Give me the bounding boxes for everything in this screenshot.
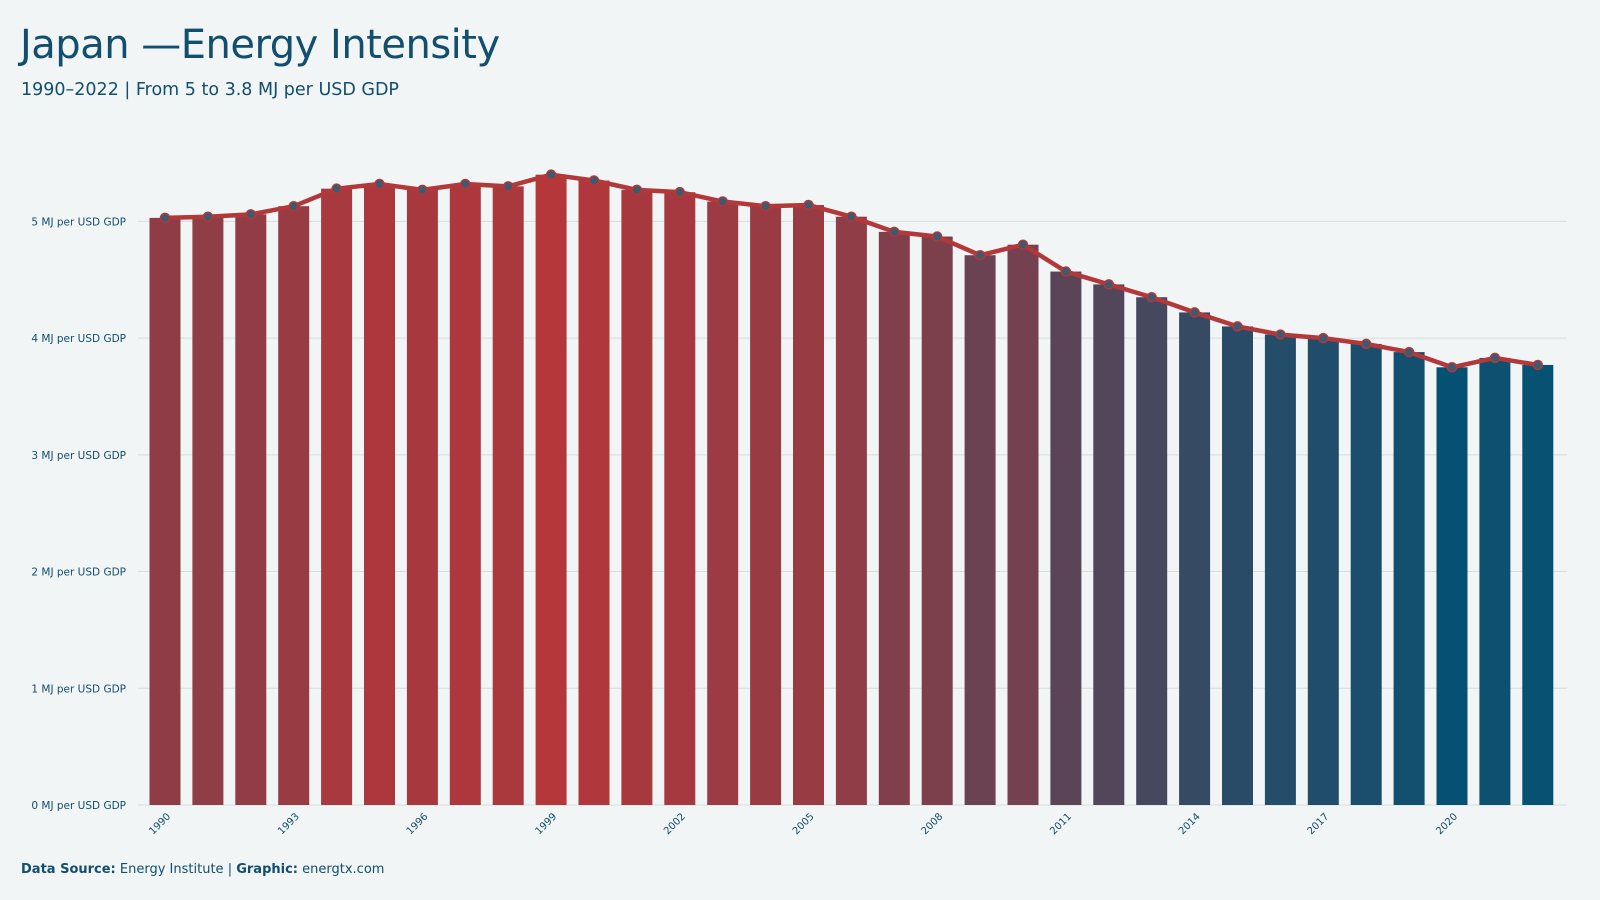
x-axis-ticks: 1990 1993 1996 1999 2002 2005 2008 2011 2014 2017… — [147, 811, 1460, 837]
data-point — [674, 186, 686, 198]
bar — [1136, 297, 1168, 805]
data-point — [1275, 329, 1286, 340]
x-tick-label: 2005 — [791, 811, 817, 837]
data-point — [245, 209, 257, 220]
data-point — [1060, 266, 1072, 277]
bar — [750, 206, 782, 805]
y-tick-label: 1 MJ per USD GDP — [31, 683, 126, 695]
data-point — [846, 211, 857, 222]
bar — [1179, 312, 1211, 805]
data-point — [545, 169, 557, 180]
y-tick-label: 0 MJ per USD GDP — [31, 800, 126, 812]
graphic-label: Graphic: — [236, 862, 298, 877]
data-point — [1446, 362, 1458, 373]
bar — [921, 236, 953, 805]
data-point — [803, 199, 814, 211]
footer-separator: | — [227, 862, 233, 877]
bar — [278, 206, 310, 805]
bar — [406, 189, 438, 805]
bar — [321, 188, 353, 805]
x-tick-label: 1990 — [147, 811, 173, 837]
bar — [192, 216, 224, 805]
bars — [149, 174, 1554, 806]
data-point — [1103, 279, 1115, 290]
bar — [1522, 364, 1554, 805]
x-tick-label: 2014 — [1177, 811, 1203, 837]
y-tick-label: 3 MJ per USD GDP — [31, 450, 126, 462]
data-point — [1318, 332, 1329, 344]
x-tick-label: 1993 — [276, 811, 302, 837]
bar — [793, 205, 824, 805]
x-tick-label: 1999 — [533, 811, 559, 837]
x-tick-label: 2011 — [1048, 811, 1074, 837]
data-point — [502, 181, 514, 192]
bar — [1393, 352, 1425, 805]
bar — [707, 201, 739, 805]
bar — [1050, 271, 1082, 805]
bar — [1093, 284, 1125, 805]
data-point — [1232, 321, 1243, 332]
data-point — [159, 212, 171, 224]
x-tick-label: 2017 — [1306, 811, 1332, 837]
bar — [578, 180, 610, 805]
graphic-value: energtx.com — [302, 862, 385, 877]
bar — [1307, 338, 1339, 805]
data-point — [1360, 338, 1372, 350]
data-point — [202, 211, 214, 222]
bar — [1479, 357, 1511, 805]
bar — [964, 255, 996, 805]
bar — [1007, 244, 1039, 805]
bar — [1222, 326, 1253, 805]
data-point — [631, 184, 643, 196]
data-point — [588, 175, 600, 186]
bar — [664, 192, 696, 805]
y-tick-label: 4 MJ per USD GDP — [31, 333, 126, 345]
data-point — [1146, 291, 1157, 303]
data-point — [974, 249, 986, 261]
trend-points — [159, 169, 1544, 373]
y-axis-ticks: 0 MJ per USD GDP 1 MJ per USD GDP 2 MJ per… — [31, 216, 126, 812]
x-tick-label: 1996 — [405, 811, 431, 837]
footer-credits: Data Source: Energy Institute | Graphic:… — [21, 862, 384, 877]
data-point — [331, 183, 342, 194]
y-tick-label: 2 MJ per USD GDP — [31, 567, 126, 579]
chart-subtitle: 1990–2022 | From 5 to 3.8 MJ per USD GDP — [21, 80, 399, 100]
bar — [235, 214, 267, 806]
bar — [878, 231, 910, 806]
data-point — [1017, 239, 1029, 250]
data-point — [288, 200, 299, 212]
y-tick-label: 5 MJ per USD GDP — [31, 216, 126, 228]
source-label: Data Source: — [21, 862, 116, 877]
bar — [149, 217, 181, 805]
bar — [492, 186, 524, 805]
bar — [835, 216, 867, 805]
data-point — [717, 196, 728, 207]
x-tick-label: 2002 — [662, 811, 688, 837]
data-point — [931, 231, 943, 242]
bar — [1264, 334, 1296, 805]
data-point — [1189, 307, 1200, 318]
bar — [535, 174, 567, 805]
data-point — [1532, 359, 1544, 371]
bar — [1350, 343, 1382, 805]
data-point — [1403, 346, 1415, 358]
bar — [449, 184, 481, 805]
data-point — [889, 226, 900, 238]
bar — [1436, 367, 1468, 805]
chart-title: Japan —Energy Intensity — [20, 22, 500, 68]
data-point — [460, 178, 471, 190]
x-tick-label: 2020 — [1434, 811, 1460, 837]
data-point — [417, 184, 428, 196]
data-point — [374, 178, 385, 190]
source-value: Energy Institute — [119, 862, 224, 877]
data-point — [1489, 352, 1501, 364]
bar — [621, 189, 653, 805]
x-tick-label: 2008 — [920, 811, 946, 837]
bar — [364, 184, 395, 805]
data-point — [760, 200, 771, 212]
